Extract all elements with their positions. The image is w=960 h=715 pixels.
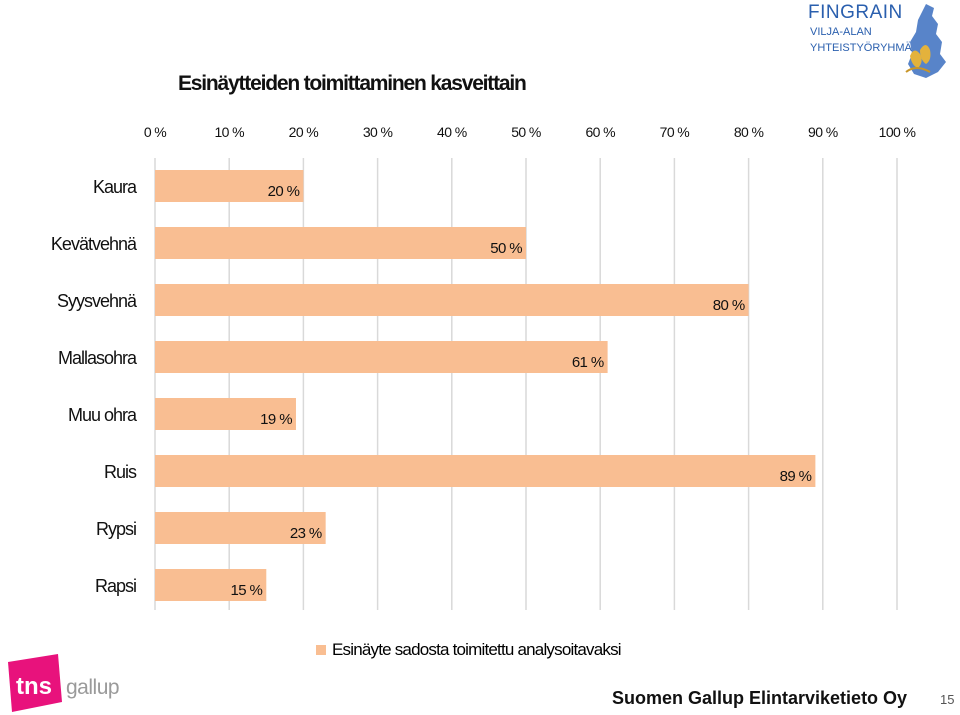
bar-chart: 0 % 10 % 20 % 30 % 40 % 50 % 60 % 70 % 80 % 90 % 1… <box>51 124 916 610</box>
legend-swatch <box>316 645 326 655</box>
x-tick-label: 10 % <box>214 124 244 140</box>
data-label: 80 % <box>713 297 745 314</box>
x-axis-ticks: 0 % 10 % 20 % 30 % 40 % 50 % 60 % 70 % 80 % 90 % 1… <box>144 124 916 140</box>
category-label: Mallasohra <box>58 348 138 368</box>
fingrain-sub2: YHTEISTYÖRYHMÄ <box>810 42 912 54</box>
data-label: 50 % <box>490 240 522 257</box>
data-label: 19 % <box>260 411 292 428</box>
x-tick-label: 90 % <box>808 124 838 140</box>
bar <box>155 569 267 601</box>
bar <box>155 341 608 373</box>
category-label: Kevätvehnä <box>51 234 138 254</box>
data-labels: 20 % 50 % 80 % 61 % 19 % 89 % 23 % 15 % <box>231 183 813 599</box>
category-label: Muu ohra <box>68 405 138 425</box>
data-label: 20 % <box>268 183 300 200</box>
finland-map-icon <box>905 4 946 78</box>
bar <box>155 455 816 487</box>
category-label: Rypsi <box>96 519 136 539</box>
footer-company: Suomen Gallup Elintarviketieto Oy <box>612 688 908 708</box>
legend-label: Esinäyte sadosta toimitettu analysoitava… <box>332 640 622 659</box>
bar <box>155 512 326 544</box>
legend: Esinäyte sadosta toimitettu analysoitava… <box>316 640 622 660</box>
page-number: 15 <box>940 692 955 707</box>
x-tick-label: 0 % <box>144 124 166 140</box>
fingrain-sub1: VILJA-ALAN <box>810 26 872 38</box>
x-tick-label: 80 % <box>734 124 764 140</box>
x-tick-label: 100 % <box>879 124 916 140</box>
x-tick-label: 50 % <box>511 124 541 140</box>
category-labels: Kaura Kevätvehnä Syysvehnä Mallasohra Muu oh… <box>51 177 139 596</box>
x-tick-label: 30 % <box>363 124 393 140</box>
x-tick-label: 60 % <box>585 124 615 140</box>
data-label: 23 % <box>290 525 322 542</box>
bar <box>155 284 749 316</box>
data-label: 61 % <box>572 354 604 371</box>
bar <box>155 398 296 430</box>
category-label: Rapsi <box>95 576 136 596</box>
fingrain-logo: FINGRAIN VILJA-ALAN YHTEISTYÖRYHMÄ <box>806 2 958 84</box>
tns-gallup-text: gallup <box>66 676 120 699</box>
category-label: Syysvehnä <box>57 291 138 311</box>
data-label: 15 % <box>231 582 263 599</box>
bar <box>155 227 526 259</box>
x-tick-label: 40 % <box>437 124 467 140</box>
fingrain-brand: FINGRAIN <box>808 2 903 23</box>
chart-title: Esinäytteiden toimittaminen kasveittain <box>178 72 527 95</box>
bars <box>155 170 816 601</box>
category-label: Kaura <box>93 177 138 197</box>
x-tick-label: 70 % <box>660 124 690 140</box>
data-label: 89 % <box>780 468 812 485</box>
tns-mark-text: tns <box>16 673 52 700</box>
tns-gallup-logo: tns gallup <box>4 654 120 712</box>
x-tick-label: 20 % <box>289 124 319 140</box>
bar <box>155 170 304 202</box>
category-label: Ruis <box>104 462 137 482</box>
tns-logo-icon: tns <box>8 654 62 712</box>
